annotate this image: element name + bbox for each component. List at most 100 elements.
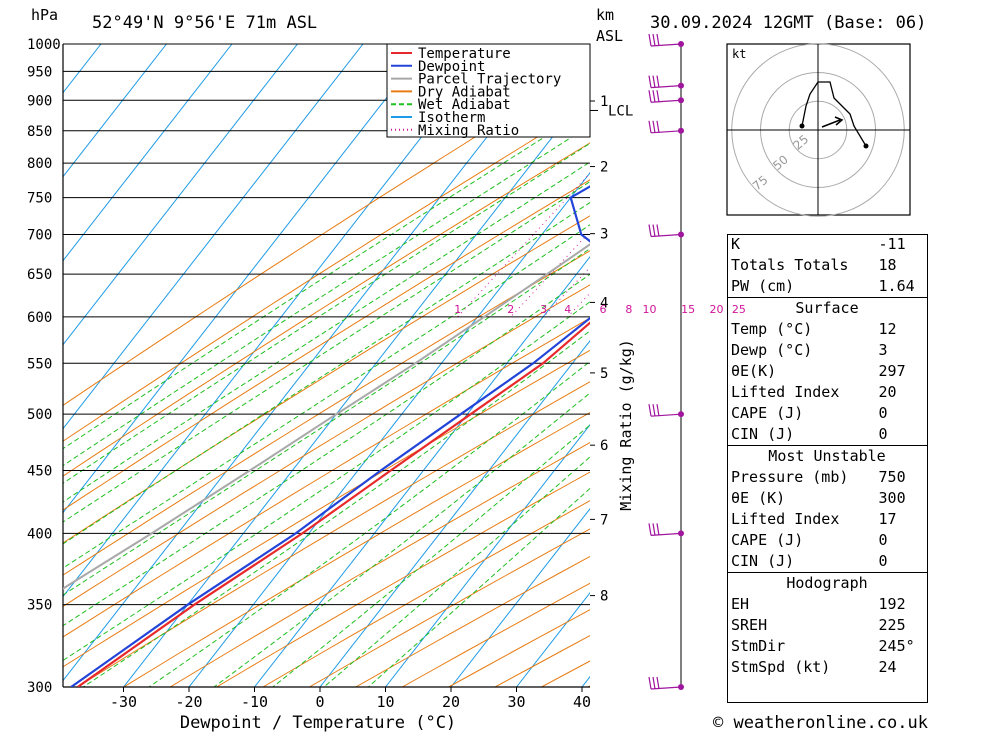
- pressure-tick-label: 300: [27, 680, 52, 696]
- wind-barb-feather: [656, 33, 660, 47]
- index-label: Totals Totals: [731, 256, 849, 274]
- dry-adiabat-line: [262, 500, 590, 687]
- wind-barb-feather: [656, 224, 660, 237]
- indices-table: K -11 Totals Totals 18 PW (cm) 1.64 Surface Tem…: [727, 234, 927, 678]
- x-tick-label: 20: [442, 693, 460, 711]
- index-value: 0: [878, 425, 888, 443]
- wind-barb-feather: [652, 90, 656, 103]
- wind-barb-feather: [648, 224, 652, 237]
- index-section-header: Surface: [727, 297, 927, 319]
- legend-label: Temperature: [418, 46, 511, 62]
- index-row: K -11: [727, 234, 927, 255]
- pressure-tick-label: 750: [27, 191, 52, 207]
- index-value: 300: [878, 489, 906, 507]
- index-value: 1.64: [878, 277, 915, 295]
- index-row: Dewp (°C) 3: [727, 340, 927, 361]
- dry-adiabat-line: [63, 142, 590, 477]
- wind-barb: [650, 85, 682, 89]
- dewpoint-profile: [70, 185, 590, 687]
- pressure-tick-label: 900: [27, 93, 52, 109]
- index-row: Totals Totals 18: [727, 255, 927, 276]
- wind-barb-feather: [656, 404, 660, 417]
- index-value: 750: [878, 468, 906, 486]
- isotherm-line: [319, 340, 590, 687]
- pressure-tick-label: 700: [27, 227, 52, 243]
- index-section-header: Hodograph: [727, 572, 927, 594]
- isotherm-line: [188, 172, 590, 687]
- index-label: StmSpd (kt): [731, 658, 831, 676]
- pressure-tick-label: 600: [27, 310, 52, 326]
- index-label: θE (K): [731, 489, 786, 507]
- x-tick-label: 0: [315, 693, 324, 711]
- index-label: θE(K): [731, 362, 777, 380]
- isotherm-line: [63, 44, 364, 430]
- x-tick-label: -10: [241, 693, 268, 711]
- wind-barb-feather: [648, 676, 652, 690]
- isotherm-line: [123, 88, 590, 687]
- wind-barb: [650, 43, 682, 47]
- hodograph-start-dot: [799, 123, 805, 129]
- height-tick-label: 5: [600, 366, 608, 382]
- dry-adiabat-line: [123, 411, 590, 687]
- mixing-ratio-label: 15: [681, 303, 695, 316]
- index-label: Lifted Index: [731, 383, 840, 401]
- index-row: StmSpd (kt) 24: [727, 657, 927, 678]
- index-row: SREH 225: [727, 615, 927, 636]
- height-tick-label: 2: [600, 160, 608, 176]
- wind-barb-feather: [656, 523, 660, 536]
- index-label: Lifted Index: [731, 510, 840, 528]
- pressure-tick-label: 800: [27, 156, 52, 172]
- mixing-ratio-label: 20: [709, 303, 723, 316]
- index-value: 24: [878, 658, 897, 676]
- pressure-unit-label: hPa: [31, 6, 58, 24]
- dry-adiabat-line: [77, 381, 590, 687]
- isotherm-line: [63, 44, 298, 346]
- index-value: 0: [878, 404, 888, 422]
- mixing-ratio-label: 10: [643, 303, 657, 316]
- wind-barb-feather: [652, 523, 656, 536]
- height-unit-label-2: ASL: [596, 27, 623, 45]
- wind-barb: [650, 686, 682, 690]
- wind-barb-feather: [652, 33, 656, 47]
- index-row: Lifted Index 20: [727, 382, 927, 403]
- wind-barb-feather: [648, 33, 652, 47]
- pressure-tick-label: 850: [27, 124, 52, 140]
- mixing-ratio-label: 1: [454, 303, 461, 316]
- pressure-tick-label: 650: [27, 267, 52, 283]
- storm-motion-arrow: [821, 116, 844, 128]
- index-value: 20: [878, 383, 897, 401]
- height-tick-label: 4: [600, 295, 608, 311]
- pressure-tick-label: 550: [27, 356, 52, 372]
- index-label: StmDir: [731, 637, 786, 655]
- height-tick-label: 3: [600, 227, 608, 243]
- wet-adiabat-line: [82, 330, 590, 687]
- wind-barb-feather: [656, 90, 660, 103]
- isotherm-line: [254, 256, 590, 687]
- legend-label: Isotherm: [418, 110, 485, 126]
- wet-adiabat-line: [323, 456, 590, 687]
- index-label: EH: [731, 595, 750, 613]
- index-row: StmDir 245°: [727, 636, 927, 657]
- mixing-ratio-label: 2: [507, 303, 514, 316]
- wind-barb: [650, 233, 682, 238]
- legend-label: Mixing Ratio: [418, 123, 519, 139]
- mixing-ratio-label: 3: [540, 303, 547, 316]
- datetime-title: 30.09.2024 12GMT (Base: 06): [650, 13, 926, 33]
- index-label: CIN (J): [731, 425, 795, 443]
- wet-adiabat-line: [63, 161, 590, 503]
- mixing-ratio-label: 4: [564, 303, 571, 316]
- index-row: Lifted Index 17: [727, 509, 927, 530]
- index-row: Pressure (mb) 750: [727, 467, 927, 488]
- index-row: θE(K) 297: [727, 361, 927, 382]
- height-tick-label: 1: [600, 94, 608, 110]
- wind-barb: [650, 130, 682, 134]
- isotherm-line: [63, 44, 495, 598]
- wind-barb-feather: [656, 676, 660, 690]
- index-value: 12: [878, 320, 897, 338]
- wind-barb: [650, 413, 682, 417]
- wind-barb-feather: [656, 75, 660, 88]
- dry-adiabat-line: [63, 349, 590, 668]
- index-value: 3: [878, 341, 888, 359]
- wet-adiabat-line: [148, 360, 590, 687]
